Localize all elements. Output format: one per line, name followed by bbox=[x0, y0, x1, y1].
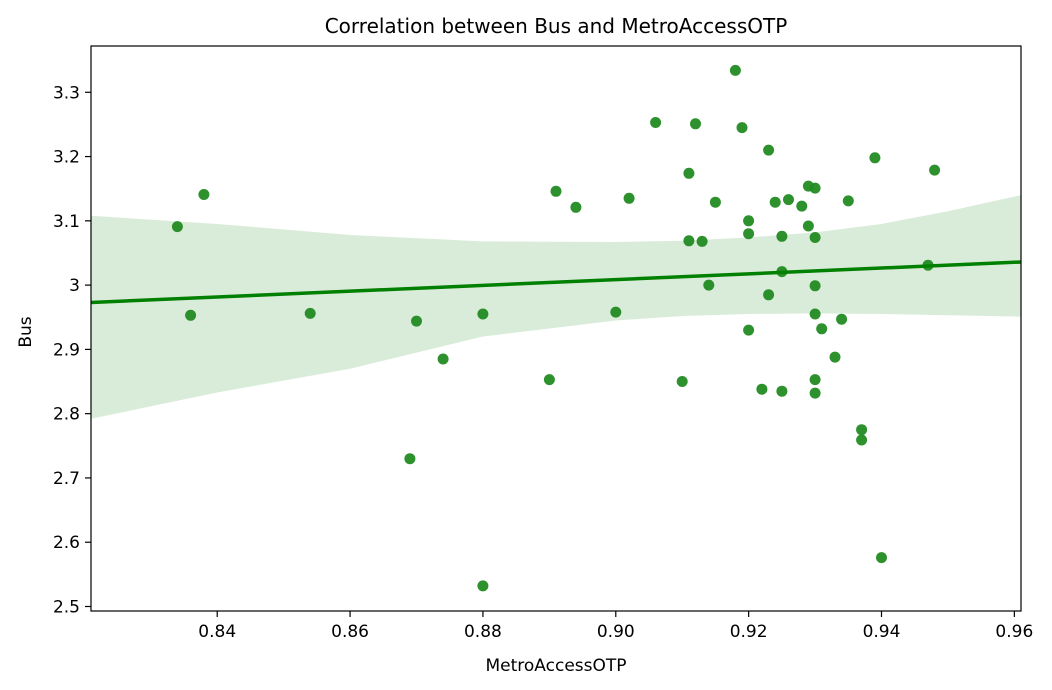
y-tick-label: 2.8 bbox=[53, 405, 80, 425]
data-point bbox=[729, 64, 741, 76]
data-point bbox=[763, 289, 775, 301]
data-point bbox=[736, 122, 748, 134]
x-tick-label: 0.84 bbox=[198, 622, 236, 642]
data-point bbox=[816, 323, 828, 335]
data-point bbox=[809, 387, 821, 399]
data-point bbox=[683, 167, 695, 179]
data-point bbox=[809, 232, 821, 243]
x-tick-label: 0.86 bbox=[331, 622, 369, 642]
data-point bbox=[796, 200, 808, 212]
data-point bbox=[650, 117, 662, 128]
data-point bbox=[683, 235, 695, 247]
data-point bbox=[802, 220, 814, 232]
data-point bbox=[929, 164, 941, 176]
data-point bbox=[756, 383, 768, 395]
data-point bbox=[696, 235, 708, 247]
data-point bbox=[763, 144, 775, 156]
data-point bbox=[829, 351, 841, 363]
data-point bbox=[437, 353, 449, 365]
x-tick-label: 0.96 bbox=[995, 622, 1033, 642]
data-point bbox=[404, 453, 416, 465]
data-point bbox=[411, 315, 422, 327]
data-points-layer bbox=[171, 64, 941, 592]
data-point bbox=[836, 313, 848, 325]
y-tick-label: 2.5 bbox=[53, 598, 80, 618]
data-point bbox=[743, 324, 755, 336]
data-point bbox=[550, 185, 562, 197]
data-point bbox=[477, 308, 489, 320]
y-tick-label: 2.7 bbox=[53, 469, 80, 489]
data-point bbox=[783, 194, 794, 206]
data-point bbox=[185, 309, 197, 321]
data-point bbox=[171, 221, 183, 233]
data-point bbox=[856, 434, 868, 446]
data-point bbox=[198, 189, 210, 200]
data-point bbox=[610, 306, 622, 318]
x-axis-title: MetroAccessOTP bbox=[485, 656, 626, 676]
data-point bbox=[690, 118, 701, 130]
x-axis-ticks: 0.84 0.86 0.88 0.90 0.92 0.94 0.96 bbox=[198, 611, 1033, 642]
data-point bbox=[776, 385, 788, 397]
data-point bbox=[304, 307, 316, 319]
x-tick-label: 0.92 bbox=[730, 622, 768, 642]
y-axis-ticks: 2.5 2.6 2.7 2.8 2.9 3 3.1 3.2 3.3 bbox=[53, 83, 91, 618]
y-tick-label: 3 bbox=[69, 276, 80, 296]
data-point bbox=[743, 228, 755, 240]
data-point bbox=[543, 374, 555, 386]
confidence-band bbox=[91, 195, 1021, 419]
y-tick-label: 2.6 bbox=[53, 533, 80, 553]
data-point bbox=[676, 376, 688, 387]
data-point bbox=[856, 424, 868, 436]
regression-line bbox=[90, 260, 1022, 305]
data-point bbox=[809, 374, 821, 386]
data-point bbox=[842, 195, 854, 207]
data-point bbox=[769, 196, 781, 208]
data-point bbox=[809, 280, 821, 292]
data-point bbox=[570, 201, 582, 213]
y-tick-label: 3.1 bbox=[53, 212, 80, 232]
data-point bbox=[477, 580, 489, 592]
data-point bbox=[809, 182, 821, 194]
y-axis-title: Bus bbox=[16, 316, 36, 347]
confidence-band-layer bbox=[91, 195, 1021, 419]
x-tick-label: 0.90 bbox=[597, 622, 635, 642]
y-tick-label: 3.3 bbox=[53, 83, 80, 103]
data-point bbox=[743, 215, 755, 227]
data-point bbox=[709, 196, 721, 208]
y-tick-label: 2.9 bbox=[53, 340, 80, 360]
data-point bbox=[623, 192, 635, 204]
regression-line-layer bbox=[90, 260, 1022, 305]
x-tick-label: 0.94 bbox=[863, 622, 901, 642]
x-tick-label: 0.88 bbox=[464, 622, 502, 642]
data-point bbox=[869, 152, 881, 164]
data-point bbox=[876, 552, 887, 564]
data-point bbox=[703, 279, 715, 291]
data-point bbox=[809, 308, 821, 320]
chart-title: Correlation between Bus and MetroAccessO… bbox=[325, 14, 788, 38]
plot-area-frame bbox=[90, 45, 1022, 612]
data-point bbox=[776, 230, 788, 242]
y-tick-label: 3.2 bbox=[53, 148, 80, 168]
